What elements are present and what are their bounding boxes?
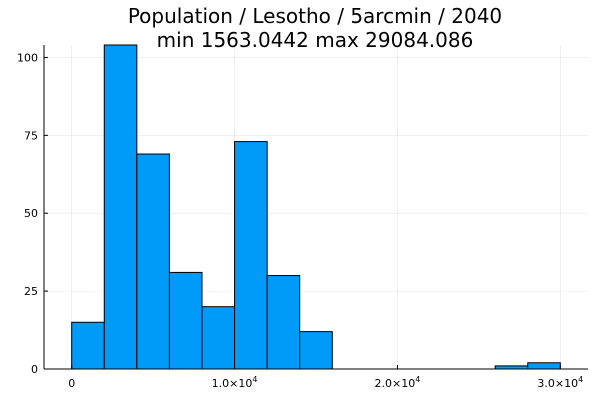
histogram-bar [71, 321, 105, 370]
histogram-bar [168, 271, 203, 370]
x-tick-label-base: 3.0×10 [537, 377, 578, 390]
chart-title-line2: min 1563.0442 max 29084.086 [157, 28, 474, 52]
x-tick-label: 0 [68, 377, 75, 390]
x-tick-label-base: 0 [68, 377, 75, 390]
y-tick-label: 100 [17, 51, 38, 64]
histogram-bar [234, 141, 268, 370]
histogram-bar [103, 44, 138, 370]
chart-title-line1: Population / Lesotho / 5arcmin / 2040 [128, 4, 502, 28]
histogram-bar [136, 153, 170, 370]
x-tick-label-exponent: 4 [415, 375, 420, 384]
histogram-bars [71, 44, 561, 370]
x-tick-label: 2.0×104 [375, 375, 421, 390]
y-tick-label: 0 [31, 363, 38, 376]
histogram-bar [201, 306, 236, 370]
x-tick-label-exponent: 4 [578, 375, 583, 384]
y-tick-label: 50 [24, 207, 38, 220]
x-tick-label-base: 2.0×10 [375, 377, 416, 390]
x-tick-label: 1.0×104 [212, 375, 258, 390]
histogram-bar [527, 362, 561, 370]
histogram-bar [266, 275, 301, 370]
x-tick-label: 3.0×104 [537, 375, 583, 390]
axes [43, 45, 588, 370]
y-tick-label: 75 [24, 129, 38, 142]
x-tick-label-base: 1.0×10 [212, 377, 253, 390]
x-tick-label-exponent: 4 [252, 375, 257, 384]
y-tick-label: 25 [24, 285, 38, 298]
histogram-bar [299, 331, 333, 370]
